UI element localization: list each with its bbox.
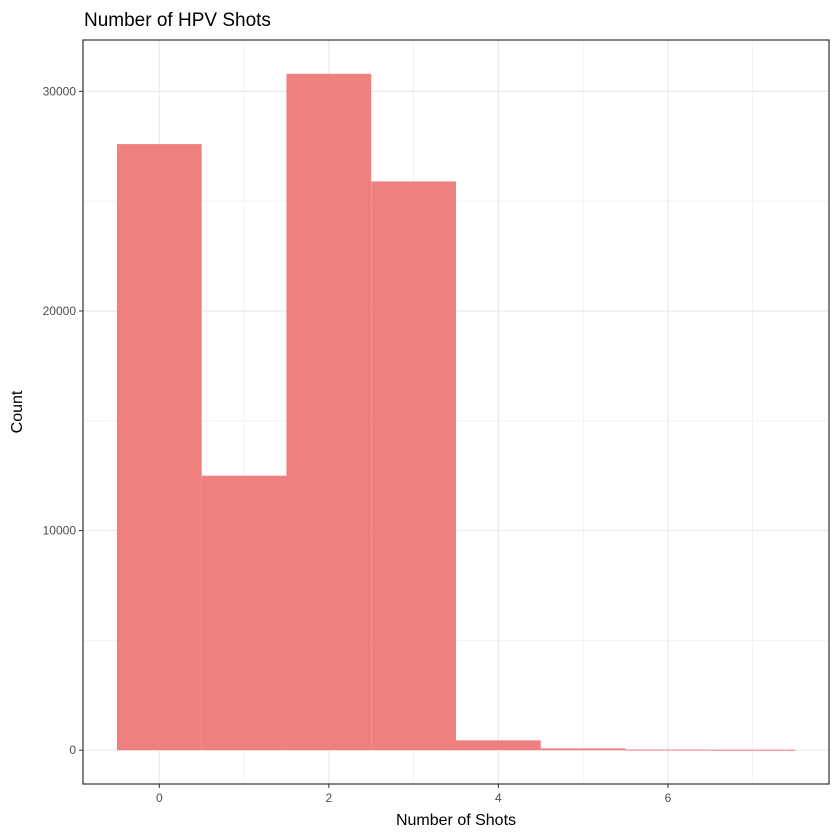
bars — [116, 73, 796, 751]
y-tick-label: 0 — [69, 743, 76, 757]
y-axis-title: Count — [9, 390, 26, 433]
x-tick-label: 0 — [156, 791, 163, 805]
bar-5 — [540, 748, 626, 751]
x-tick-label: 6 — [665, 791, 672, 805]
x-axis-ticks: 0 2 4 6 — [156, 784, 672, 805]
x-axis-title: Number of Shots — [396, 812, 516, 829]
x-tick-label: 2 — [325, 791, 332, 805]
bar-0 — [116, 144, 202, 751]
bar-4 — [456, 740, 541, 751]
bar-7 — [710, 749, 796, 751]
bar-6 — [625, 749, 711, 751]
panel-border — [82, 39, 830, 785]
bar-2 — [286, 73, 372, 751]
bar-1 — [201, 475, 287, 751]
x-tick-label: 4 — [495, 791, 502, 805]
bar-3 — [371, 181, 456, 751]
chart-title: Number of HPV Shots — [84, 10, 271, 31]
y-axis-ticks: 0 10000 20000 30000 — [43, 84, 83, 757]
y-tick-label: 10000 — [43, 524, 77, 538]
y-tick-label: 30000 — [43, 84, 77, 98]
y-tick-label: 20000 — [43, 304, 77, 318]
